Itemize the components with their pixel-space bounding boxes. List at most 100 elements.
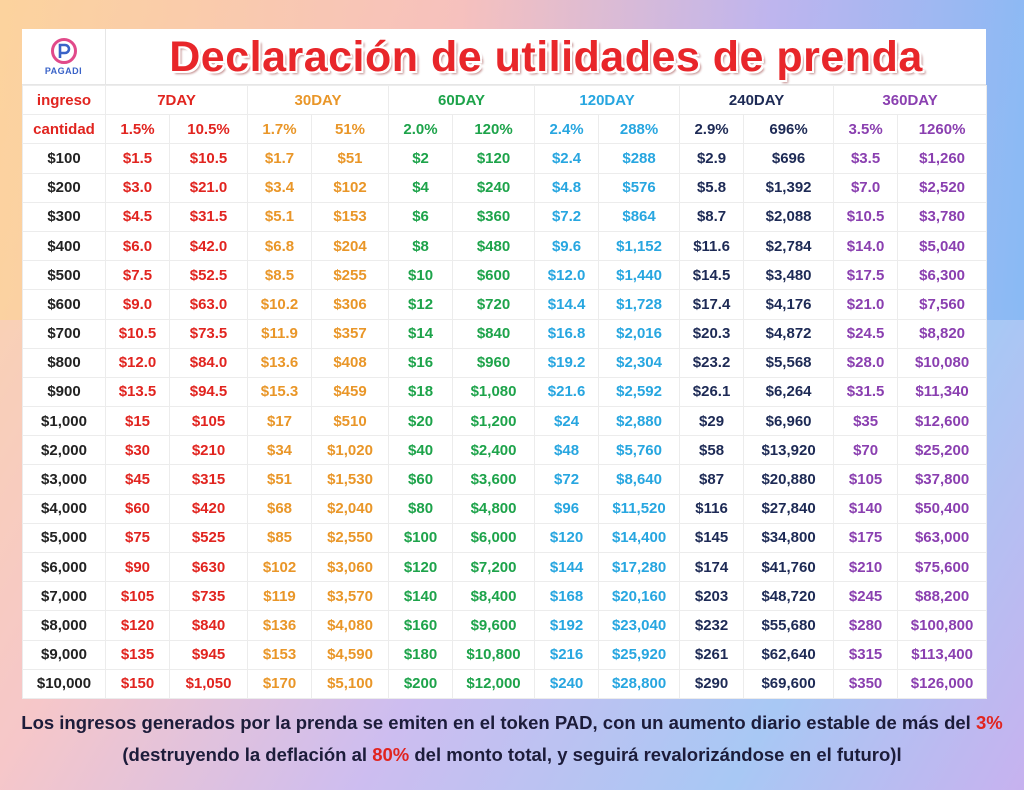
cell-amount: $700 [22,318,106,349]
cell-120day-daily: $14.4 [534,289,600,320]
cell-7day-total: $94.5 [168,376,249,408]
cell-240day-total: $6,264 [743,376,835,408]
cell-amount: $6,000 [22,551,106,583]
period-360day: 360DAY [833,84,988,116]
cell-30day-daily: $15.3 [247,376,313,408]
cell-240day-daily: $26.1 [679,376,745,408]
cell-240day-total: $4,872 [743,318,835,349]
cell-60day-daily: $140 [388,581,454,612]
cell-120day-daily: $144 [534,551,600,583]
cell-60day-total: $1,200 [452,406,536,437]
caption-line-2: (destruyendo la deflación al 80% del mon… [0,739,1024,771]
cell-7day-daily: $90 [105,551,170,583]
cell-30day-daily: $153 [247,639,313,670]
cell-amount: $900 [22,376,106,408]
cell-60day-daily: $16 [388,347,454,378]
table-row: $500 $7.5 $52.5 $8.5 $255 $10 $600 $12.0 $1,440 $… [22,260,988,291]
cell-30day-daily: $170 [247,668,313,699]
cell-7day-total: $735 [168,581,249,612]
cell-120day-total: $1,728 [598,289,681,320]
label-ingreso: ingreso [22,84,106,116]
cell-60day-total: $840 [452,318,536,349]
rate-120day: 2.4% [534,114,600,145]
cell-120day-daily: $12.0 [534,260,600,291]
total-30day: 51% [311,114,390,145]
cell-240day-total: $55,680 [743,610,835,641]
pagadi-logo-icon [50,38,77,64]
cell-30day-total: $459 [311,376,390,408]
cell-360day-total: $126,000 [897,668,988,699]
table-row: $700 $10.5 $73.5 $11.9 $357 $14 $840 $16.8 $2,01… [22,318,988,349]
cell-120day-total: $14,400 [598,522,681,554]
cell-60day-total: $4,800 [452,493,536,524]
cell-7day-daily: $9.0 [105,289,170,320]
cell-30day-total: $2,040 [311,493,390,524]
cell-7day-total: $73.5 [168,318,249,349]
cell-7day-daily: $13.5 [105,376,170,408]
cell-240day-daily: $116 [679,493,745,524]
cell-30day-total: $357 [311,318,390,349]
cell-240day-daily: $11.6 [679,230,745,262]
cell-360day-daily: $105 [833,464,899,495]
total-60day: 120% [452,114,536,145]
cell-360day-daily: $3.5 [833,143,899,174]
cell-30day-total: $255 [311,260,390,291]
cell-120day-total: $28,800 [598,668,681,699]
cell-120day-daily: $9.6 [534,230,600,262]
cell-7day-total: $63.0 [168,289,249,320]
table-row: $5,000 $75 $525 $85 $2,550 $100 $6,000 $120 $14,… [22,522,988,554]
cell-120day-daily: $96 [534,493,600,524]
cell-60day-total: $8,400 [452,581,536,612]
cell-120day-daily: $24 [534,406,600,437]
cell-60day-daily: $80 [388,493,454,524]
cell-360day-total: $113,400 [897,639,988,670]
cell-amount: $3,000 [22,464,106,495]
cell-30day-daily: $8.5 [247,260,313,291]
cell-7day-daily: $3.0 [105,172,170,203]
cell-7day-daily: $75 [105,522,170,554]
period-240day: 240DAY [679,84,835,116]
cell-360day-total: $88,200 [897,581,988,612]
cell-7day-total: $630 [168,551,249,583]
cell-120day-daily: $120 [534,522,600,554]
cell-60day-total: $600 [452,260,536,291]
cell-amount: $400 [22,230,106,262]
cell-7day-total: $10.5 [168,143,249,174]
cell-60day-daily: $12 [388,289,454,320]
logo-text: PAGADI [44,66,83,76]
cell-30day-daily: $6.8 [247,230,313,262]
table-row: $1,000 $15 $105 $17 $510 $20 $1,200 $24 $2,880 $2… [22,406,988,437]
cell-7day-total: $105 [168,406,249,437]
logo: PAGADI [22,29,106,85]
cell-60day-daily: $20 [388,406,454,437]
cell-360day-total: $100,800 [897,610,988,641]
cell-360day-daily: $70 [833,435,899,466]
cell-120day-daily: $192 [534,610,600,641]
cell-360day-total: $2,520 [897,172,988,203]
table-row: $6,000 $90 $630 $102 $3,060 $120 $7,200 $144 $17… [22,551,988,583]
cell-120day-daily: $16.8 [534,318,600,349]
cell-7day-total: $31.5 [168,201,249,232]
cell-60day-total: $9,600 [452,610,536,641]
cell-7day-total: $420 [168,493,249,524]
cell-120day-daily: $72 [534,464,600,495]
cell-7day-daily: $30 [105,435,170,466]
cell-amount: $800 [22,347,106,378]
cell-30day-total: $306 [311,289,390,320]
period-120day: 120DAY [534,84,681,116]
cell-7day-daily: $135 [105,639,170,670]
table-row: $2,000 $30 $210 $34 $1,020 $40 $2,400 $48 $5,760… [22,435,988,466]
cell-30day-daily: $34 [247,435,313,466]
cell-60day-daily: $8 [388,230,454,262]
cell-30day-total: $2,550 [311,522,390,554]
cell-60day-total: $10,800 [452,639,536,670]
cell-60day-daily: $180 [388,639,454,670]
cell-60day-daily: $40 [388,435,454,466]
cell-360day-daily: $24.5 [833,318,899,349]
cell-7day-daily: $15 [105,406,170,437]
cell-120day-daily: $4.8 [534,172,600,203]
table-row: $200 $3.0 $21.0 $3.4 $102 $4 $240 $4.8 $576 $5.8 $… [22,172,988,203]
cell-30day-total: $1,020 [311,435,390,466]
caption-highlight-80pct: 80% [372,744,410,765]
cell-240day-total: $696 [743,143,835,174]
